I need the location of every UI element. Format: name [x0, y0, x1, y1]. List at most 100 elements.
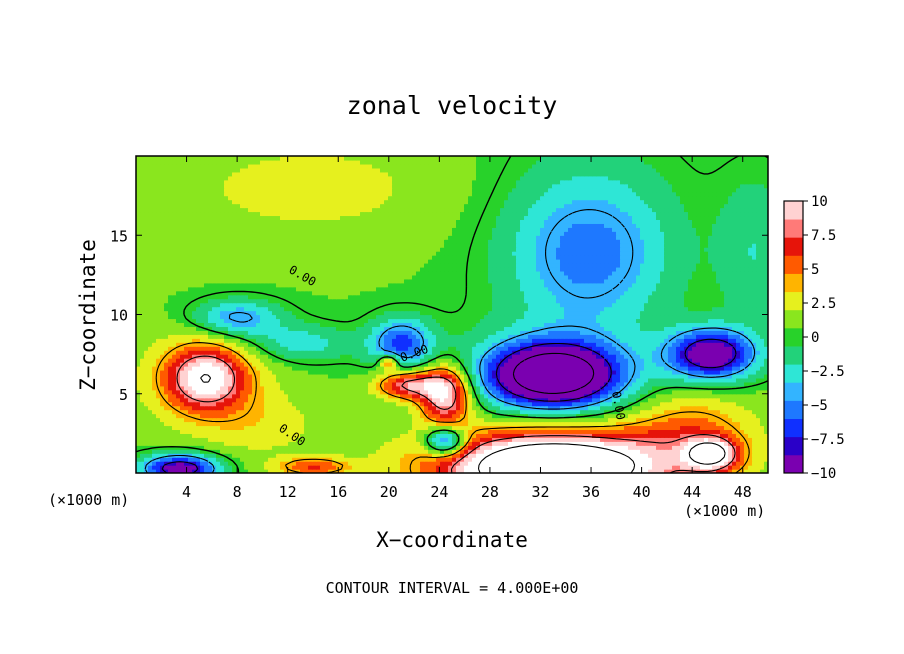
heatmap-cell	[488, 445, 493, 450]
heatmap-cell	[740, 425, 745, 431]
heatmap-cell	[324, 354, 329, 359]
heatmap-cell	[692, 401, 697, 407]
heatmap-cell	[136, 369, 141, 375]
heatmap-cell	[760, 385, 765, 391]
heatmap-cell	[248, 413, 253, 419]
heatmap-cell	[748, 401, 753, 407]
heatmap-cell	[180, 461, 185, 466]
heatmap-cell	[484, 437, 489, 442]
heatmap-cell	[532, 421, 537, 427]
heatmap-cell	[180, 369, 185, 375]
heatmap-cell	[516, 437, 521, 442]
heatmap-cell	[424, 350, 429, 355]
heatmap-cell	[460, 421, 465, 427]
heatmap-cell	[584, 453, 589, 458]
heatmap-cell	[560, 397, 565, 403]
heatmap-cell	[420, 421, 425, 427]
heatmap-cell	[516, 445, 521, 450]
heatmap-cell	[704, 405, 709, 411]
heatmap-cell	[664, 409, 669, 415]
heatmap-cell	[332, 389, 337, 395]
heatmap-cell	[616, 417, 621, 423]
heatmap-cell	[408, 429, 413, 434]
heatmap-cell	[340, 385, 345, 391]
heatmap-cell	[640, 449, 645, 454]
heatmap-cell	[708, 461, 713, 466]
heatmap-cell	[480, 449, 485, 454]
heatmap-cell	[428, 449, 433, 454]
heatmap-cell	[184, 397, 189, 403]
heatmap-cell	[752, 358, 757, 363]
heatmap-cell	[168, 421, 173, 427]
heatmap-cell	[384, 358, 389, 363]
heatmap-cell	[184, 429, 189, 434]
heatmap-cell	[476, 409, 481, 415]
heatmap-cell	[512, 429, 517, 434]
heatmap-cell	[720, 421, 725, 427]
heatmap-cell	[528, 445, 533, 450]
heatmap-cell	[436, 362, 441, 367]
heatmap-cell	[620, 366, 625, 371]
heatmap-cell	[136, 377, 141, 383]
heatmap-cell	[156, 350, 161, 355]
heatmap-cell	[140, 417, 145, 423]
heatmap-cell	[676, 354, 681, 359]
heatmap-cell	[184, 449, 189, 454]
heatmap-cell	[556, 377, 561, 383]
heatmap-cell	[400, 393, 405, 399]
heatmap-cell	[348, 354, 353, 359]
heatmap-cell	[612, 409, 617, 415]
heatmap-cell	[228, 429, 233, 434]
heatmap-cell	[400, 429, 405, 434]
heatmap-cell	[496, 445, 501, 450]
heatmap-cell	[524, 417, 529, 423]
heatmap-cell	[624, 358, 629, 363]
heatmap-cell	[204, 461, 209, 466]
heatmap-cell	[464, 377, 469, 383]
heatmap-cell	[588, 377, 593, 383]
heatmap-cell	[612, 469, 617, 473]
heatmap-cell	[384, 385, 389, 391]
heatmap-cell	[212, 362, 217, 367]
heatmap-cell	[524, 465, 529, 470]
heatmap-cell	[608, 369, 613, 375]
heatmap-cell	[736, 373, 741, 379]
heatmap-cell	[548, 373, 553, 379]
heatmap-cell	[240, 409, 245, 415]
heatmap-cell	[180, 465, 185, 470]
heatmap-cell	[396, 457, 401, 462]
heatmap-cell	[716, 457, 721, 462]
heatmap-cell	[452, 401, 457, 407]
heatmap-cell	[612, 369, 617, 375]
heatmap-cell	[280, 369, 285, 375]
heatmap-cell	[652, 393, 657, 399]
heatmap-cell	[316, 362, 321, 367]
heatmap-cell	[572, 389, 577, 395]
heatmap-cell	[552, 397, 557, 403]
heatmap-cell	[528, 417, 533, 423]
heatmap-cell	[324, 449, 329, 454]
heatmap-cell	[476, 389, 481, 395]
heatmap-cell	[204, 425, 209, 431]
heatmap-cell	[296, 425, 301, 431]
heatmap-cell	[496, 429, 501, 434]
heatmap-cell	[764, 369, 768, 375]
heatmap-cell	[204, 401, 209, 407]
heatmap-cell	[712, 373, 717, 379]
heatmap-cell	[268, 358, 273, 363]
heatmap-cell	[308, 381, 313, 387]
heatmap-cell	[584, 385, 589, 391]
heatmap-cell	[156, 429, 161, 434]
heatmap-cell	[436, 441, 441, 446]
heatmap-cell	[544, 461, 549, 466]
heatmap-cell	[268, 369, 273, 375]
heatmap-cell	[508, 381, 513, 387]
heatmap-cell	[396, 405, 401, 411]
heatmap-cell	[544, 469, 549, 473]
heatmap-cell	[420, 366, 425, 371]
heatmap-cell	[348, 346, 353, 351]
heatmap-cell	[300, 445, 305, 450]
heatmap-cell	[752, 437, 757, 442]
heatmap-cell	[424, 389, 429, 395]
heatmap-cell	[672, 429, 677, 434]
